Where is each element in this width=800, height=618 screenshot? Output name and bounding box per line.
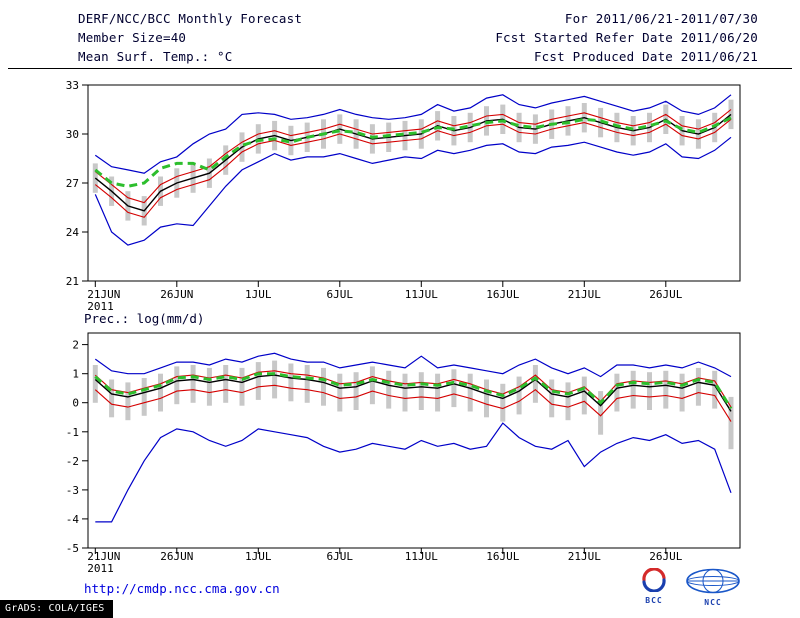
prec-chart: -5 -4 -3 -2 -1 0 1 2 21JUN 26JUN 1JUL 6JUL 11JUL 16JU… [66, 332, 741, 575]
forecast-title: DERF/NCC/BCC Monthly Forecast [78, 11, 303, 26]
temp-panel-label: Mean Surf. Temp.: °C [78, 49, 233, 64]
svg-text:0: 0 [72, 397, 79, 410]
svg-text:1JUL: 1JUL [245, 288, 272, 301]
ncc-logo-icon [686, 568, 740, 594]
svg-text:30: 30 [66, 128, 79, 141]
svg-text:26JUN: 26JUN [160, 288, 193, 301]
grads-credit: GrADS: COLA/IGES [0, 600, 113, 618]
prec-panel-label: Prec.: log(mm/d) [84, 311, 205, 326]
svg-text:2011: 2011 [87, 300, 114, 313]
svg-text:-1: -1 [66, 426, 79, 439]
svg-text:26JUL: 26JUL [649, 550, 682, 563]
svg-text:1JUL: 1JUL [245, 550, 272, 563]
bcc-logo-label: BCC [645, 596, 663, 605]
svg-text:2: 2 [72, 339, 79, 352]
svg-text:21JUL: 21JUL [568, 550, 601, 563]
svg-text:11JUL: 11JUL [405, 550, 438, 563]
bcc-logo-icon [642, 567, 666, 593]
member-size-label: Member Size=40 [78, 30, 187, 45]
svg-text:27: 27 [66, 177, 79, 190]
svg-text:21: 21 [66, 275, 79, 288]
svg-text:-2: -2 [66, 455, 79, 468]
svg-text:6JUL: 6JUL [327, 288, 354, 301]
bcc-logo: BCC [632, 567, 676, 605]
temp-chart: 21 24 27 30 33 21JUN 26JUN 1JUL 6JUL 11JUL 16JUL 21… [66, 79, 741, 313]
svg-text:26JUN: 26JUN [160, 550, 193, 563]
svg-text:16JUL: 16JUL [486, 288, 519, 301]
refer-date-label: Fcst Started Refer Date 2011/06/20 [495, 30, 758, 45]
svg-text:21JUL: 21JUL [568, 288, 601, 301]
svg-text:24: 24 [66, 226, 80, 239]
svg-text:21JUN: 21JUN [87, 550, 120, 563]
produced-date-label: Fcst Produced Date 2011/06/21 [533, 49, 758, 64]
svg-text:16JUL: 16JUL [486, 550, 519, 563]
svg-text:26JUL: 26JUL [649, 288, 682, 301]
svg-text:-4: -4 [66, 513, 80, 526]
svg-text:-5: -5 [66, 542, 79, 555]
svg-text:33: 33 [66, 79, 79, 92]
ncc-logo: NCC [684, 568, 742, 607]
cmdp-link[interactable]: http://cmdp.ncc.cma.gov.cn [84, 581, 280, 596]
svg-text:2011: 2011 [87, 562, 114, 575]
svg-text:21JUN: 21JUN [87, 288, 120, 301]
svg-text:-3: -3 [66, 484, 79, 497]
forecast-range: For 2011/06/21-2011/07/30 [564, 11, 758, 26]
svg-text:6JUL: 6JUL [327, 550, 354, 563]
header-divider [8, 68, 792, 69]
svg-text:1: 1 [72, 368, 79, 381]
svg-text:11JUL: 11JUL [405, 288, 438, 301]
ncc-logo-label: NCC [704, 598, 722, 607]
